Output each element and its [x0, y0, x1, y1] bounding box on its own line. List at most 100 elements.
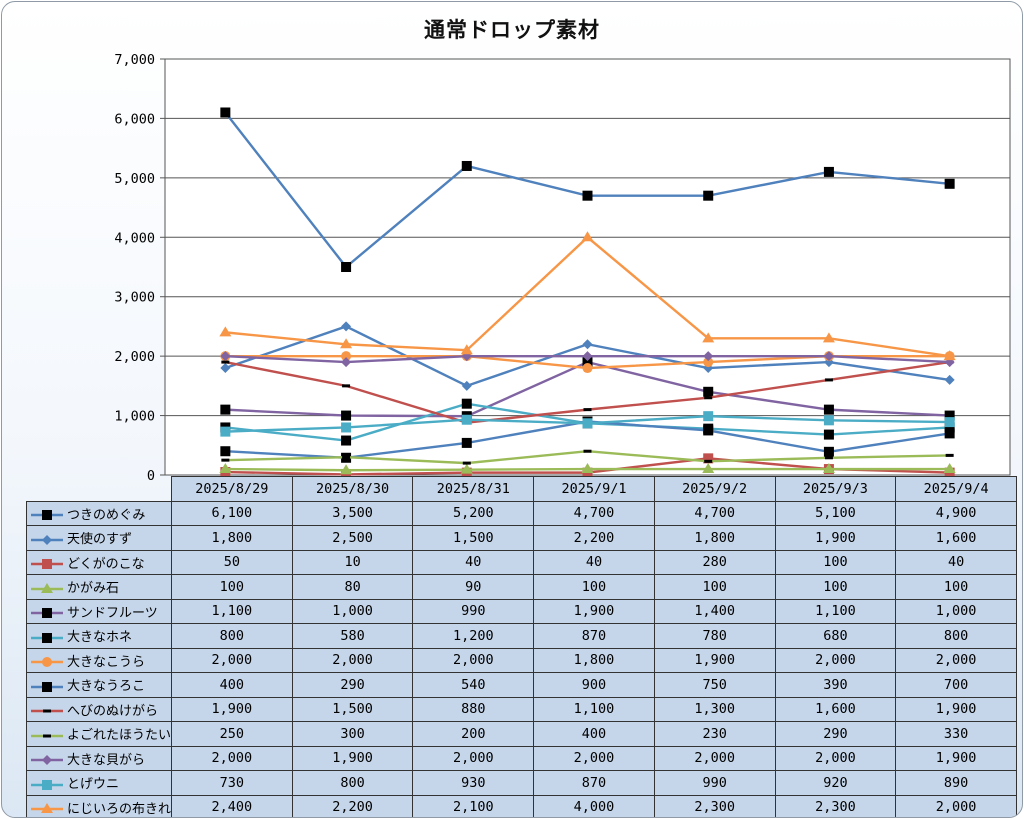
data-label: 1,900	[533, 598, 655, 624]
data-point	[42, 657, 52, 668]
table-row: よごれたほうたい 250 300 200 400 230 290 330	[25, 721, 1017, 747]
series-name: へびのぬけがら	[67, 703, 159, 719]
data-label: 1,500	[291, 696, 414, 722]
series-name: かがみ石	[67, 581, 120, 597]
data-point	[42, 755, 52, 766]
data-point	[582, 418, 593, 429]
data-label: 580	[291, 623, 414, 649]
data-point	[944, 178, 955, 189]
legend-key-icon	[29, 779, 65, 791]
legend-entry: 大きなこうら	[25, 647, 173, 673]
data-label: 1,100	[774, 598, 897, 624]
data-label: 390	[774, 672, 897, 698]
data-point	[461, 160, 472, 171]
data-point	[340, 464, 353, 475]
data-label: 280	[653, 549, 776, 575]
data-point	[582, 363, 593, 374]
data-point	[703, 357, 714, 368]
data-label: 990	[412, 598, 535, 624]
data-point	[42, 632, 52, 643]
data-label: 1,100	[533, 696, 655, 722]
data-label: 400	[533, 721, 655, 747]
chart-title: 通常ドロップ素材	[424, 18, 600, 42]
data-label: 1,100	[171, 598, 293, 624]
data-point	[220, 446, 231, 457]
data-point	[341, 469, 352, 480]
data-point	[824, 456, 833, 460]
series-0	[220, 107, 955, 272]
data-label: 750	[653, 672, 776, 698]
data-label: 700	[895, 672, 1017, 698]
data-label: 4,700	[533, 500, 655, 526]
series-name: つきのめぐみ	[67, 507, 146, 523]
data-label: 4,000	[533, 794, 655, 817]
data-label: 1,600	[774, 696, 897, 722]
table-row: 大きなホネ 800 580 1,200 870 780 680 800	[25, 623, 1017, 649]
data-label: 900	[533, 672, 655, 698]
data-label: 800	[171, 623, 293, 649]
data-table-body: つきのめぐみ 6,100 3,500 5,200 4,700 4,700 5,100 4,90…	[25, 500, 1017, 817]
category-label: 2025/8/31	[412, 476, 535, 502]
data-point	[220, 363, 231, 374]
data-label: 2,100	[412, 794, 535, 817]
data-label: 1,900	[291, 745, 414, 771]
legend-key-icon	[29, 705, 65, 717]
data-point	[945, 453, 954, 457]
legend-entry: つきのめぐみ	[25, 500, 173, 526]
data-point	[704, 396, 713, 400]
data-label: 100	[653, 574, 776, 600]
series-name: とげウニ	[67, 777, 120, 793]
y-tick-label: 3,000	[114, 290, 155, 306]
data-label: 100	[895, 574, 1017, 600]
category-label: 2025/9/2	[653, 476, 776, 502]
table-row: かがみ石 100 80 90 100 100 100 100	[25, 574, 1017, 600]
table-row: へびのぬけがら 1,900 1,500 880 1,100 1,300 1,600 1,900	[25, 696, 1017, 722]
data-point	[340, 338, 353, 349]
data-point	[581, 463, 594, 474]
data-point	[220, 426, 231, 437]
data-point	[460, 344, 473, 355]
series-name: サンドフルーツ	[67, 605, 158, 621]
data-point	[42, 681, 52, 692]
legend-key-icon	[29, 558, 65, 570]
data-label: 2,000	[533, 745, 655, 771]
data-point	[582, 190, 593, 201]
series-1	[220, 321, 955, 391]
data-point	[944, 428, 955, 439]
data-label: 800	[895, 623, 1017, 649]
y-tick-label: 7,000	[114, 52, 155, 68]
y-axis-ticks: 0 1,000 2,000 3,000 4,000 5,000 6,000 7,000	[114, 52, 155, 484]
legend-entry: サンドフルーツ	[25, 598, 173, 624]
data-label: 920	[774, 770, 897, 796]
data-label: 1,800	[653, 525, 776, 551]
data-label: 680	[774, 623, 897, 649]
data-label: 6,100	[171, 500, 293, 526]
legend-key-icon	[29, 607, 65, 619]
data-label: 990	[653, 770, 776, 796]
data-point	[822, 463, 835, 474]
data-label: 1,800	[171, 525, 293, 551]
data-point	[341, 357, 352, 368]
data-point	[43, 709, 51, 713]
data-label: 4,900	[895, 500, 1017, 526]
plot-area	[164, 58, 1011, 476]
data-point	[219, 326, 232, 337]
data-point	[461, 398, 472, 409]
data-label: 2,000	[774, 647, 897, 673]
data-label: 3,500	[291, 500, 414, 526]
data-point	[342, 384, 351, 388]
category-label: 2025/8/30	[291, 476, 414, 502]
series-name: 大きな貝がら	[67, 752, 146, 768]
data-point	[943, 350, 956, 361]
data-point	[823, 446, 834, 457]
data-label: 1,000	[291, 598, 414, 624]
data-point	[704, 459, 713, 463]
data-point	[703, 453, 714, 464]
table-row: 大きなこうら 2,000 2,000 2,000 1,800 1,900 2,000 2,00…	[25, 647, 1017, 673]
category-label: 2025/9/1	[533, 476, 655, 502]
data-point	[583, 449, 592, 453]
data-label: 1,400	[653, 598, 776, 624]
data-point	[944, 410, 955, 421]
data-label: 200	[412, 721, 535, 747]
legend-key-icon	[29, 656, 65, 668]
